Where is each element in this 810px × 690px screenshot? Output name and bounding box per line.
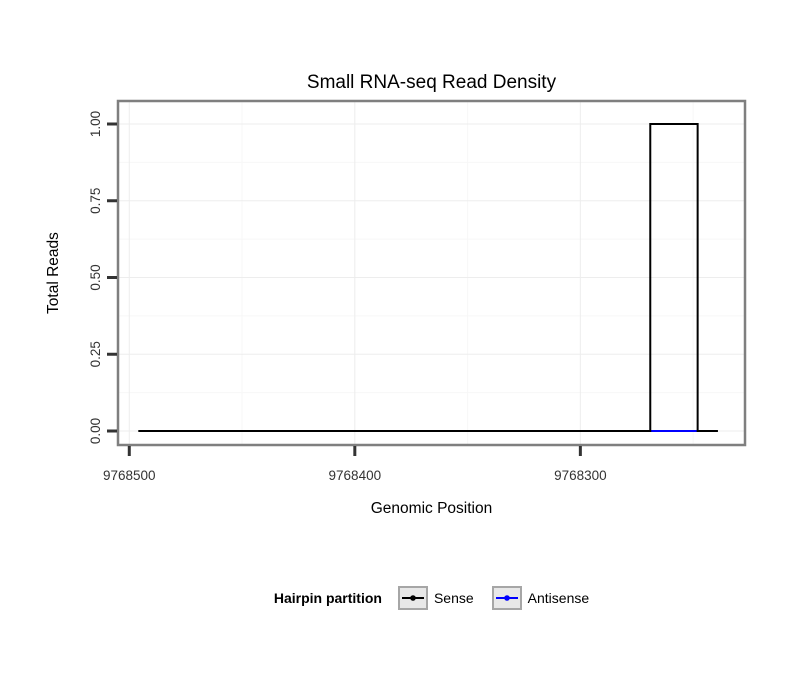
x-tick-label: 9768300 [554, 468, 607, 483]
x-tick-label: 9768500 [103, 468, 156, 483]
legend-title: Hairpin partition [273, 590, 382, 606]
legend-entry-sense: Sense [397, 586, 474, 610]
x-tick-label: 9768400 [329, 468, 382, 483]
legend-key-glyph [495, 595, 518, 601]
y-tick-label: 0.00 [88, 418, 103, 444]
legend: Hairpin partition Sense Antisense [118, 583, 745, 613]
legend-entry-antisense: Antisense [491, 586, 590, 610]
series-line-sense [138, 123, 718, 432]
chart-title: Small RNA-seq Read Density [306, 72, 557, 93]
legend-entries: Sense Antisense [397, 586, 590, 610]
x-axis-label: Genomic Position [370, 500, 493, 517]
legend-key-glyph [401, 595, 424, 601]
y-tick-label: 0.25 [88, 341, 103, 367]
legend-key-antisense [491, 586, 522, 610]
y-tick-label: 0.50 [88, 264, 103, 290]
legend-key-sense [397, 586, 428, 610]
legend-label: Antisense [527, 590, 590, 606]
plot-canvas: 9768500 9768400 9768300 0.00 0.25 0.50 0.75 1.0… [88, 99, 747, 483]
panel-background [118, 101, 745, 445]
panel-border [116, 99, 747, 447]
y-tick-label: 0.75 [88, 188, 103, 214]
legend-label: Sense [433, 590, 474, 606]
y-tick-label: 1.00 [88, 111, 103, 137]
